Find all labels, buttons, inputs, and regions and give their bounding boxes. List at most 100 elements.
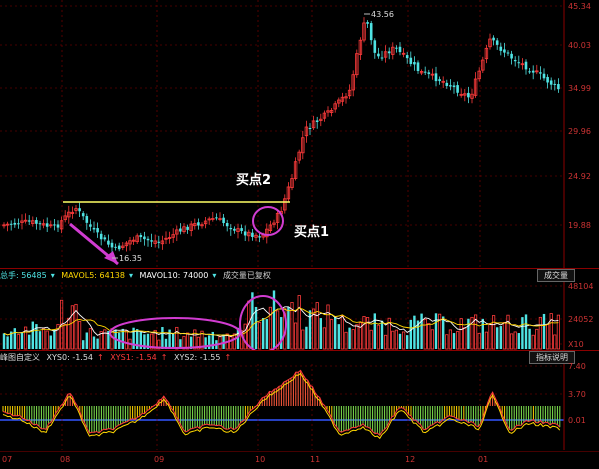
volume-bar-down bbox=[179, 339, 182, 349]
candle-up bbox=[211, 218, 215, 220]
volume-bar-down bbox=[168, 329, 171, 349]
candle-up bbox=[128, 240, 132, 245]
volume-bar-up bbox=[502, 322, 507, 350]
candle-down bbox=[45, 223, 49, 227]
volume-axis-label: 48104 bbox=[568, 282, 593, 291]
volume-bar-down bbox=[542, 313, 546, 349]
volume-bar-down bbox=[442, 316, 445, 349]
candle-down bbox=[495, 40, 499, 45]
candle-down bbox=[139, 235, 143, 238]
candle-down bbox=[243, 231, 247, 236]
candle-down bbox=[413, 62, 416, 65]
total-volume-label: 总手: 56485 bbox=[0, 271, 47, 280]
oscillator-chart[interactable]: 7.40 3.70 0.01 bbox=[0, 350, 599, 450]
price-axis-label: 19.88 bbox=[568, 221, 591, 230]
candle-up bbox=[171, 234, 175, 238]
volume-bar-up bbox=[56, 324, 60, 350]
volume-bar-up bbox=[229, 336, 233, 350]
buy-point-1-circle bbox=[252, 206, 284, 236]
volume-bar-down bbox=[280, 317, 283, 349]
volume-bar-down bbox=[517, 333, 520, 349]
candle-down bbox=[197, 222, 200, 226]
candle-up bbox=[311, 120, 316, 129]
candle-down bbox=[380, 57, 384, 59]
volume-bar-down bbox=[272, 290, 276, 349]
candle-up bbox=[477, 70, 481, 80]
volume-bar-up bbox=[358, 322, 363, 350]
volume-bar-up bbox=[23, 326, 28, 350]
candle-up bbox=[160, 240, 165, 245]
candle-down bbox=[539, 72, 542, 74]
candle-up bbox=[383, 51, 388, 58]
volume-bar-down bbox=[136, 329, 139, 349]
volume-bar-up bbox=[553, 334, 557, 350]
volume-indicator-tab[interactable]: 成交量 bbox=[537, 269, 575, 282]
volume-bar-up bbox=[538, 316, 543, 350]
candle-up bbox=[470, 93, 474, 99]
volume-panel[interactable]: 总手: 56485 ▾ MAVOL5: 64138 ▾ MAVOL10: 74000… bbox=[0, 268, 599, 350]
candlestick-series[interactable] bbox=[2, 17, 560, 252]
volume-bar-up bbox=[196, 336, 200, 350]
volume-bar-up bbox=[355, 324, 359, 350]
volume-chart[interactable]: 48104 24052 X10 bbox=[0, 268, 599, 350]
candle-up bbox=[301, 137, 305, 154]
candle-up bbox=[391, 46, 395, 55]
candle-up bbox=[247, 231, 251, 237]
candle-down bbox=[233, 228, 236, 231]
volume-bar-down bbox=[82, 340, 85, 349]
candle-up bbox=[355, 53, 359, 76]
volume-bar-up bbox=[297, 295, 301, 350]
volume-bar-down bbox=[222, 334, 225, 349]
osc-axis-label: 7.40 bbox=[568, 362, 586, 371]
oscillator-panel[interactable]: 峰图自定义 XYS0: -1.54 ↑ XYS1: -1.54 ↑ XYS2: -1… bbox=[0, 350, 599, 450]
volume-bar-down bbox=[413, 315, 416, 349]
volume-bar-down bbox=[409, 319, 412, 349]
volume-bar-up bbox=[546, 324, 550, 350]
volume-bar-down bbox=[35, 324, 38, 349]
volume-bar-down bbox=[107, 330, 110, 349]
candle-up bbox=[362, 22, 366, 41]
volume-bar-up bbox=[362, 316, 366, 350]
price-chart-panel[interactable]: 43.56 16.35 买点2 买点1 45.34 40.03 34.99 29.96… bbox=[0, 0, 599, 268]
candle-up bbox=[473, 78, 478, 96]
oscillator-histogram bbox=[2, 370, 561, 436]
volume-bar-down bbox=[161, 327, 164, 349]
candle-up bbox=[167, 237, 172, 239]
volume-bar-up bbox=[513, 331, 517, 350]
price-axis-label: 40.03 bbox=[568, 41, 591, 50]
volume-bar-up bbox=[455, 331, 460, 350]
volume-bar-down bbox=[528, 328, 531, 349]
volume-bar-down bbox=[190, 336, 193, 349]
candle-down bbox=[506, 52, 510, 54]
candle-up bbox=[344, 96, 348, 99]
volume-bar-up bbox=[531, 334, 535, 350]
price-chart[interactable]: 43.56 16.35 买点2 买点1 45.34 40.03 34.99 29.96… bbox=[0, 0, 599, 268]
candle-down bbox=[9, 223, 13, 225]
candle-down bbox=[225, 223, 229, 227]
candle-down bbox=[492, 37, 495, 41]
candle-down bbox=[503, 49, 506, 53]
volume-bar-down bbox=[164, 338, 168, 349]
volume-bar-down bbox=[2, 333, 6, 349]
date-axis-label: 12 bbox=[405, 455, 415, 464]
low-marker: 16.35 bbox=[119, 254, 142, 263]
candle-down bbox=[546, 76, 549, 83]
volume-bar-down bbox=[254, 306, 258, 349]
volume-bar-up bbox=[383, 334, 388, 350]
volume-bar-down bbox=[96, 338, 99, 349]
candle-down bbox=[157, 241, 161, 243]
volume-bar-up bbox=[42, 327, 46, 350]
volume-bar-up bbox=[556, 314, 561, 350]
xys1-line bbox=[2, 369, 561, 437]
candle-down bbox=[229, 228, 233, 230]
candle-down bbox=[513, 59, 517, 62]
candle-down bbox=[398, 46, 402, 53]
candle-down bbox=[395, 47, 398, 49]
candle-up bbox=[20, 220, 24, 223]
volume-bar-down bbox=[334, 317, 337, 349]
candle-up bbox=[272, 222, 276, 225]
candle-down bbox=[222, 217, 225, 224]
volume-bar-up bbox=[315, 302, 319, 350]
candle-up bbox=[67, 211, 71, 218]
indicator-help-tab[interactable]: 指标说明 bbox=[529, 351, 575, 364]
